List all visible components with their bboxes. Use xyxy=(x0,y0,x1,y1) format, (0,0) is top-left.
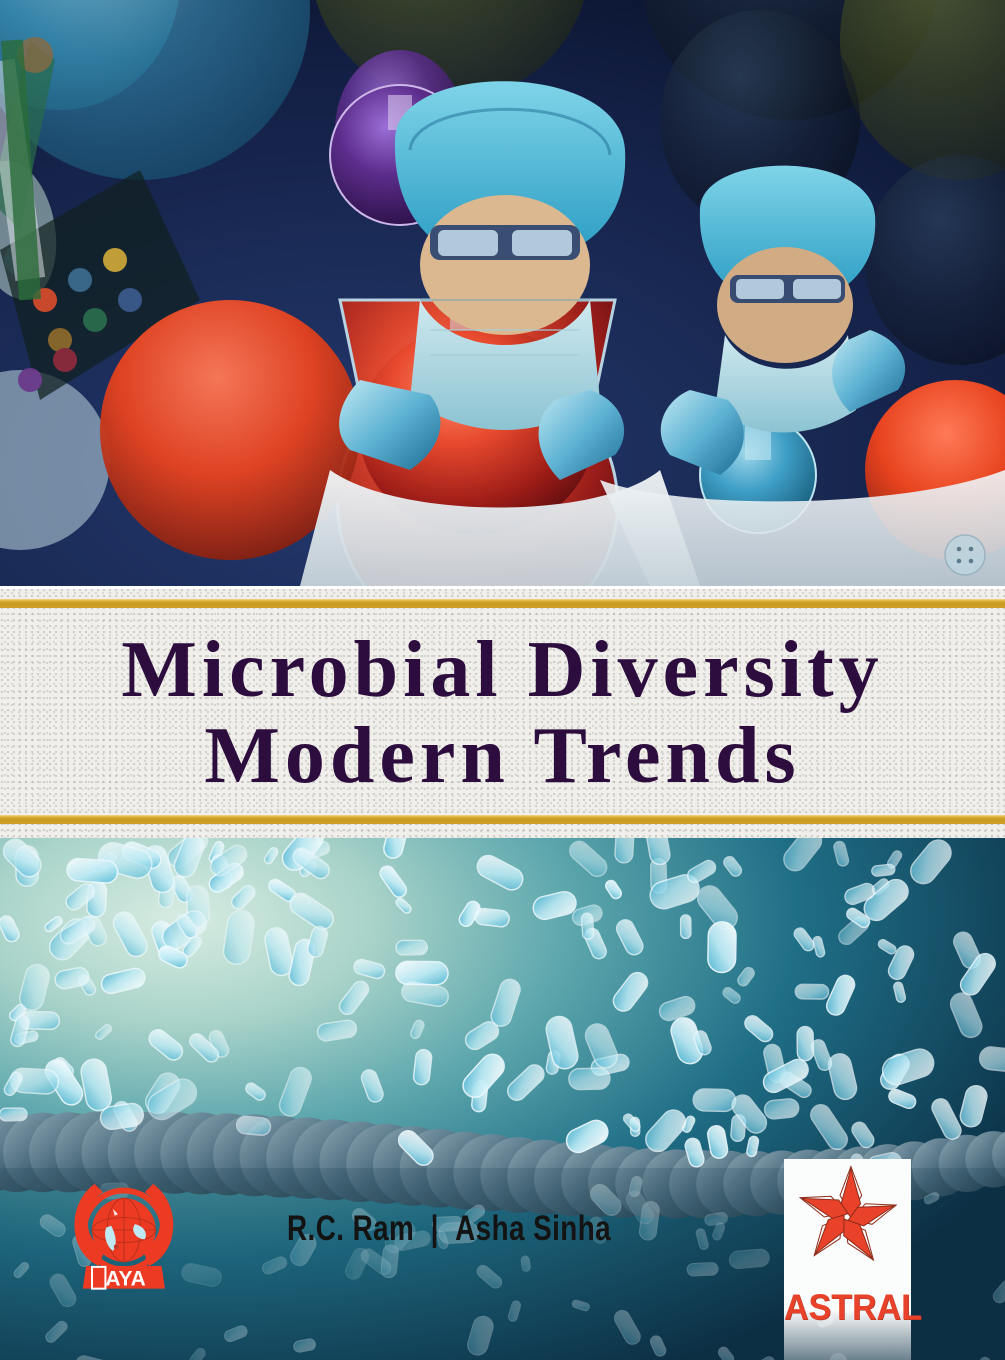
svg-text:AYA: AYA xyxy=(105,1267,145,1290)
